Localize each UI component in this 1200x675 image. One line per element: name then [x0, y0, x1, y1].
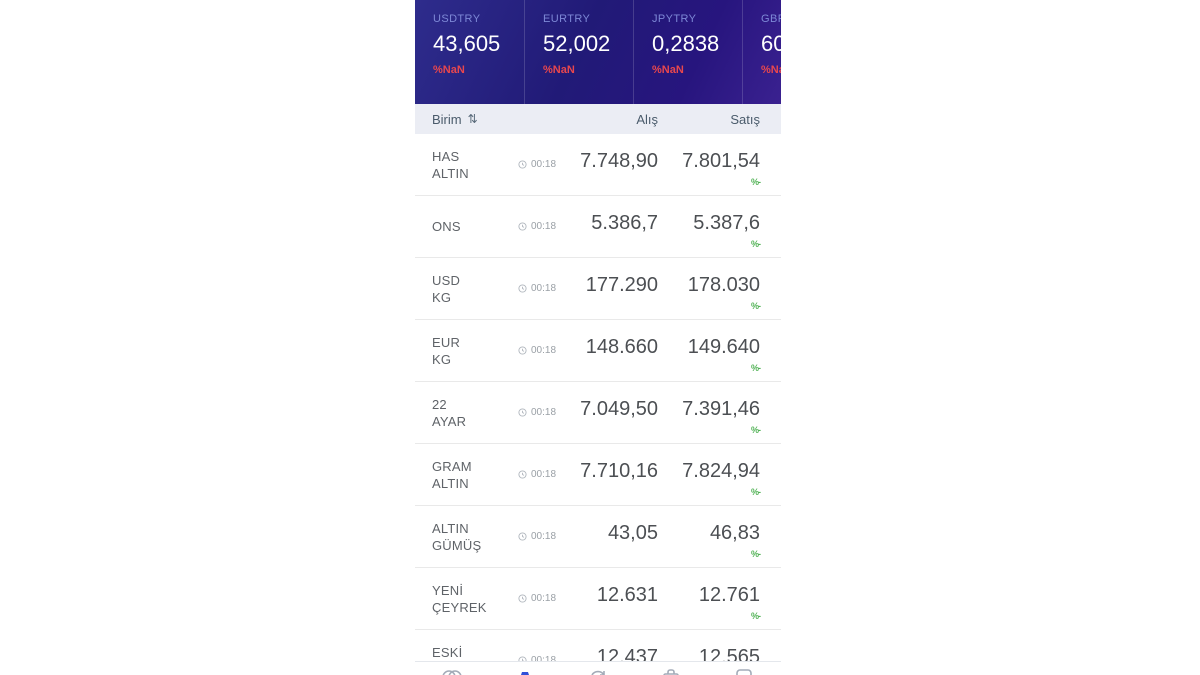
instrument-name: YENİ ÇEYREK — [432, 582, 487, 615]
unit-header-label: Birim — [432, 111, 462, 127]
instrument-name: GRAM ALTIN — [432, 458, 472, 491]
quote-time: 00:18 — [518, 469, 580, 480]
sell-price: 7.391,46 — [682, 398, 760, 420]
change-badge: %- — [751, 425, 761, 435]
price-row[interactable]: GRAM ALTIN 00:18 7.710,16 7.824,94 %- — [415, 444, 781, 506]
change-badge: %- — [751, 301, 761, 311]
price-row[interactable]: USD KG 00:18 177.290 178.030 %- — [415, 258, 781, 320]
ticker-symbol: USDTRY — [433, 13, 481, 25]
clock-icon — [518, 470, 527, 479]
buy-price: 43,05 — [607, 522, 658, 544]
instrument-name: ONS — [432, 219, 461, 234]
ticker-change: %NaN — [652, 64, 684, 76]
sell-price: 149.640 — [687, 336, 760, 358]
ticker-change: %NaN — [761, 64, 781, 76]
sell-price: 7.824,94 — [682, 460, 760, 482]
ticker-symbol: EURTRY — [543, 13, 591, 25]
quote-time: 00:18 — [518, 345, 580, 356]
buy-price: 148.660 — [585, 336, 658, 358]
change-badge: %- — [751, 611, 761, 621]
ticker-change: %NaN — [433, 64, 465, 76]
ticker-item[interactable]: GBPTRY 60 %NaN — [742, 0, 781, 104]
buy-price: 7.710,16 — [580, 460, 658, 482]
price-row[interactable]: ALTIN GÜMÜŞ 00:18 43,05 46,83 %- — [415, 506, 781, 568]
clock-icon — [518, 160, 527, 169]
quote-time: 00:18 — [518, 407, 580, 418]
mobile-app-screenshot: USDTRY 43,605 %NaN EURTRY 52,002 %NaN JP… — [415, 0, 781, 675]
instrument-name: HAS ALTIN — [432, 148, 469, 181]
price-row[interactable]: EUR KG 00:18 148.660 149.640 %- — [415, 320, 781, 382]
column-header-buy[interactable]: Alış — [636, 111, 658, 127]
sort-arrows-icon[interactable]: ⇅ — [467, 112, 478, 126]
table-header: Birim ⇅ Alış Satış — [415, 104, 781, 134]
ticker-item[interactable]: JPYTRY 0,2838 %NaN — [633, 0, 742, 104]
buy-price: 7.049,50 — [580, 398, 658, 420]
ticker-symbol: GBPTRY — [761, 13, 781, 25]
clock-icon — [518, 284, 527, 293]
buy-price: 177.290 — [585, 274, 658, 296]
ticker-value: 0,2838 — [652, 31, 720, 56]
gold-bars-icon[interactable] — [514, 666, 536, 675]
change-badge: %- — [751, 487, 761, 497]
quote-time: 00:18 — [518, 159, 580, 170]
ticker-value: 60 — [761, 31, 781, 56]
instrument-name: 22 AYAR — [432, 396, 467, 429]
ticker-symbol: JPYTRY — [652, 13, 697, 25]
clock-icon — [518, 532, 527, 541]
ticker-value: 52,002 — [543, 31, 611, 56]
clock-icon — [518, 408, 527, 417]
price-row[interactable]: 22 AYAR 00:18 7.049,50 7.391,46 %- — [415, 382, 781, 444]
ticker-item[interactable]: USDTRY 43,605 %NaN — [415, 0, 524, 104]
instrument-name: EUR KG — [432, 334, 461, 367]
price-row[interactable]: HAS ALTIN 00:18 7.748,90 7.801,54 %- — [415, 134, 781, 196]
currency-ticker-bar: USDTRY 43,605 %NaN EURTRY 52,002 %NaN JP… — [415, 0, 781, 104]
price-table: HAS ALTIN 00:18 7.748,90 7.801,54 %- ONS… — [415, 134, 781, 675]
instrument-name: USD KG — [432, 272, 461, 305]
sell-price: 46,83 — [709, 522, 760, 544]
buy-price: 7.748,90 — [580, 150, 658, 172]
column-header-unit[interactable]: Birim ⇅ — [432, 112, 580, 127]
clock-icon — [518, 346, 527, 355]
price-row[interactable]: ONS 00:18 5.386,7 5.387,6 %- — [415, 196, 781, 258]
quote-time: 00:18 — [518, 221, 580, 232]
sell-price: 7.801,54 — [682, 150, 760, 172]
sell-price: 12.761 — [698, 584, 760, 606]
buy-price: 12.631 — [596, 584, 658, 606]
quote-time: 00:18 — [518, 531, 580, 542]
price-row[interactable]: YENİ ÇEYREK 00:18 12.631 12.761 %- — [415, 568, 781, 630]
quote-time: 00:18 — [518, 593, 580, 604]
currency-coins-icon[interactable] — [441, 666, 463, 675]
ticker-value: 43,605 — [433, 31, 501, 56]
portfolio-icon[interactable] — [660, 666, 682, 675]
clock-icon — [518, 594, 527, 603]
sell-price: 5.387,6 — [693, 212, 760, 234]
column-header-sell[interactable]: Satış — [730, 111, 760, 127]
change-badge: %- — [751, 549, 761, 559]
sell-price: 178.030 — [687, 274, 760, 296]
quote-time: 00:18 — [518, 283, 580, 294]
change-badge: %- — [751, 177, 761, 187]
instrument-name: ALTIN GÜMÜŞ — [432, 520, 482, 553]
chat-icon[interactable] — [733, 666, 755, 675]
clock-icon — [518, 222, 527, 231]
ticker-item[interactable]: EURTRY 52,002 %NaN — [524, 0, 633, 104]
change-badge: %- — [751, 363, 761, 373]
change-badge: %- — [751, 239, 761, 249]
buy-price: 5.386,7 — [591, 212, 658, 234]
bottom-navigation-bar — [415, 661, 781, 675]
converter-icon[interactable] — [587, 666, 609, 675]
ticker-change: %NaN — [543, 64, 575, 76]
